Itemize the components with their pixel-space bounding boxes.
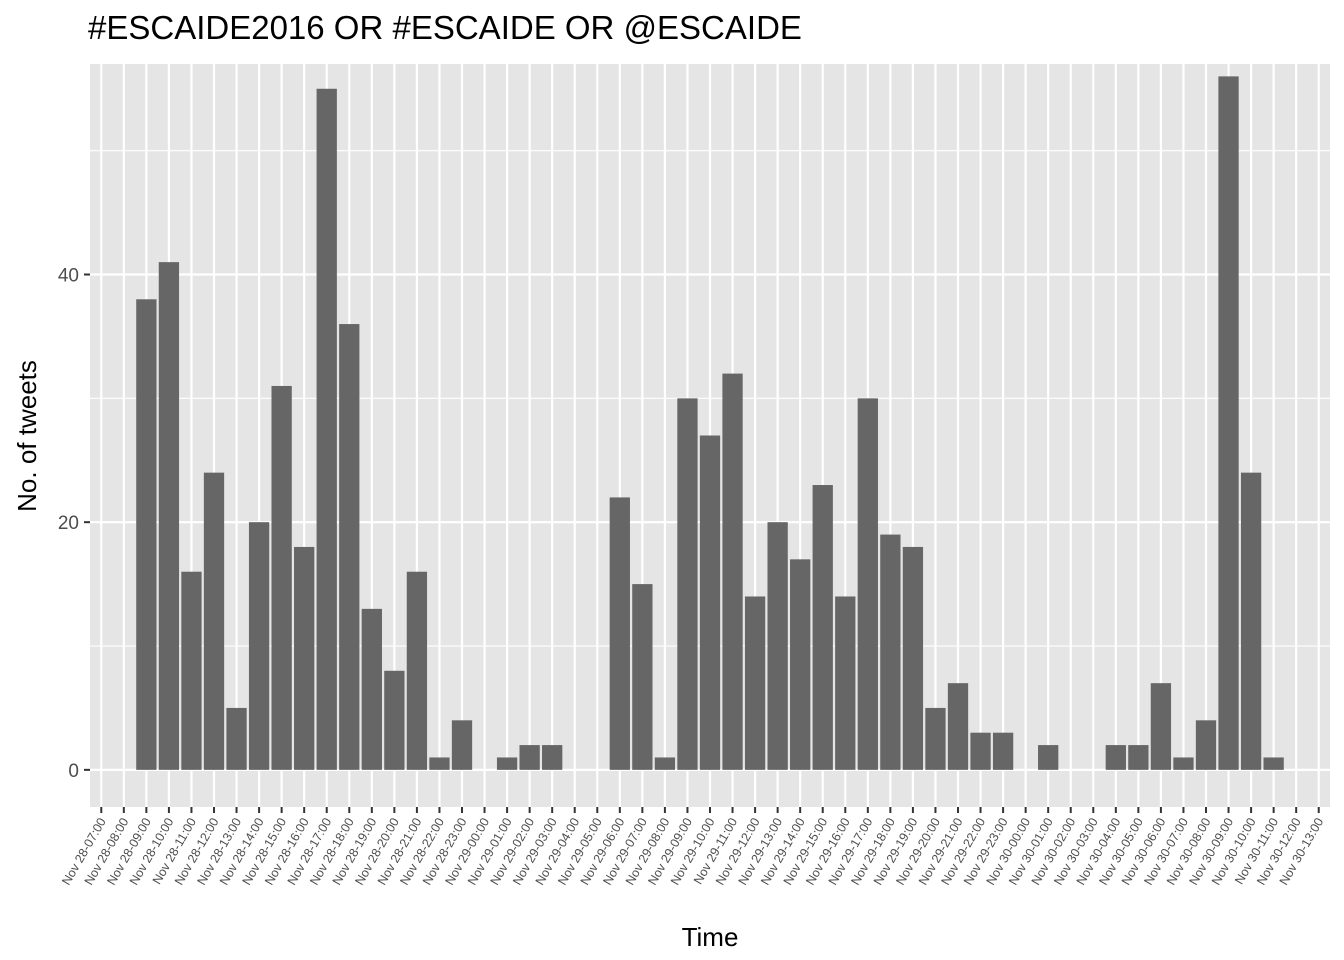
x-axis-title: Time xyxy=(682,922,739,952)
bar xyxy=(970,732,991,770)
bar xyxy=(542,745,563,770)
bar xyxy=(744,596,766,770)
bar xyxy=(406,571,428,770)
bar xyxy=(248,522,270,770)
bar xyxy=(699,435,721,770)
bar xyxy=(835,596,856,770)
bar xyxy=(316,88,337,770)
y-tick-label: 40 xyxy=(58,266,79,287)
bar xyxy=(1128,745,1149,770)
bar xyxy=(496,757,518,770)
bar xyxy=(158,262,180,770)
bar xyxy=(181,571,202,770)
bar xyxy=(654,757,676,770)
bar xyxy=(1038,745,1059,770)
bar xyxy=(1263,757,1284,770)
bar xyxy=(947,683,969,770)
chart-title: #ESCAIDE2016 OR #ESCAIDE OR @ESCAIDE xyxy=(88,9,802,46)
bar xyxy=(857,398,878,770)
bar xyxy=(1240,472,1262,770)
bar xyxy=(203,472,225,770)
bar xyxy=(271,385,292,770)
bar xyxy=(677,398,698,770)
bar xyxy=(1218,76,1239,770)
bar xyxy=(880,534,901,770)
bar xyxy=(136,299,157,770)
bar xyxy=(902,546,924,770)
bar xyxy=(1150,683,1172,770)
y-axis-title: No. of tweets xyxy=(12,360,42,512)
bar xyxy=(429,757,450,770)
bar xyxy=(767,522,788,770)
bar xyxy=(992,732,1014,770)
y-tick-label: 20 xyxy=(58,513,79,534)
bar xyxy=(361,608,382,770)
bars xyxy=(136,76,1284,770)
bar xyxy=(384,670,405,770)
bar xyxy=(339,324,360,770)
bar xyxy=(722,373,743,770)
bar xyxy=(294,546,315,770)
bar xyxy=(519,745,540,770)
bar xyxy=(632,584,653,770)
y-axis: 0 20 40 xyxy=(58,266,90,782)
bar xyxy=(812,485,833,770)
bar xyxy=(1105,745,1126,770)
bar xyxy=(609,497,630,770)
bar xyxy=(226,707,247,770)
bar xyxy=(1195,720,1217,770)
bar xyxy=(1173,757,1194,770)
bar xyxy=(925,707,946,770)
bar xyxy=(790,559,811,770)
y-tick-label: 0 xyxy=(68,761,79,782)
bar xyxy=(451,720,473,770)
